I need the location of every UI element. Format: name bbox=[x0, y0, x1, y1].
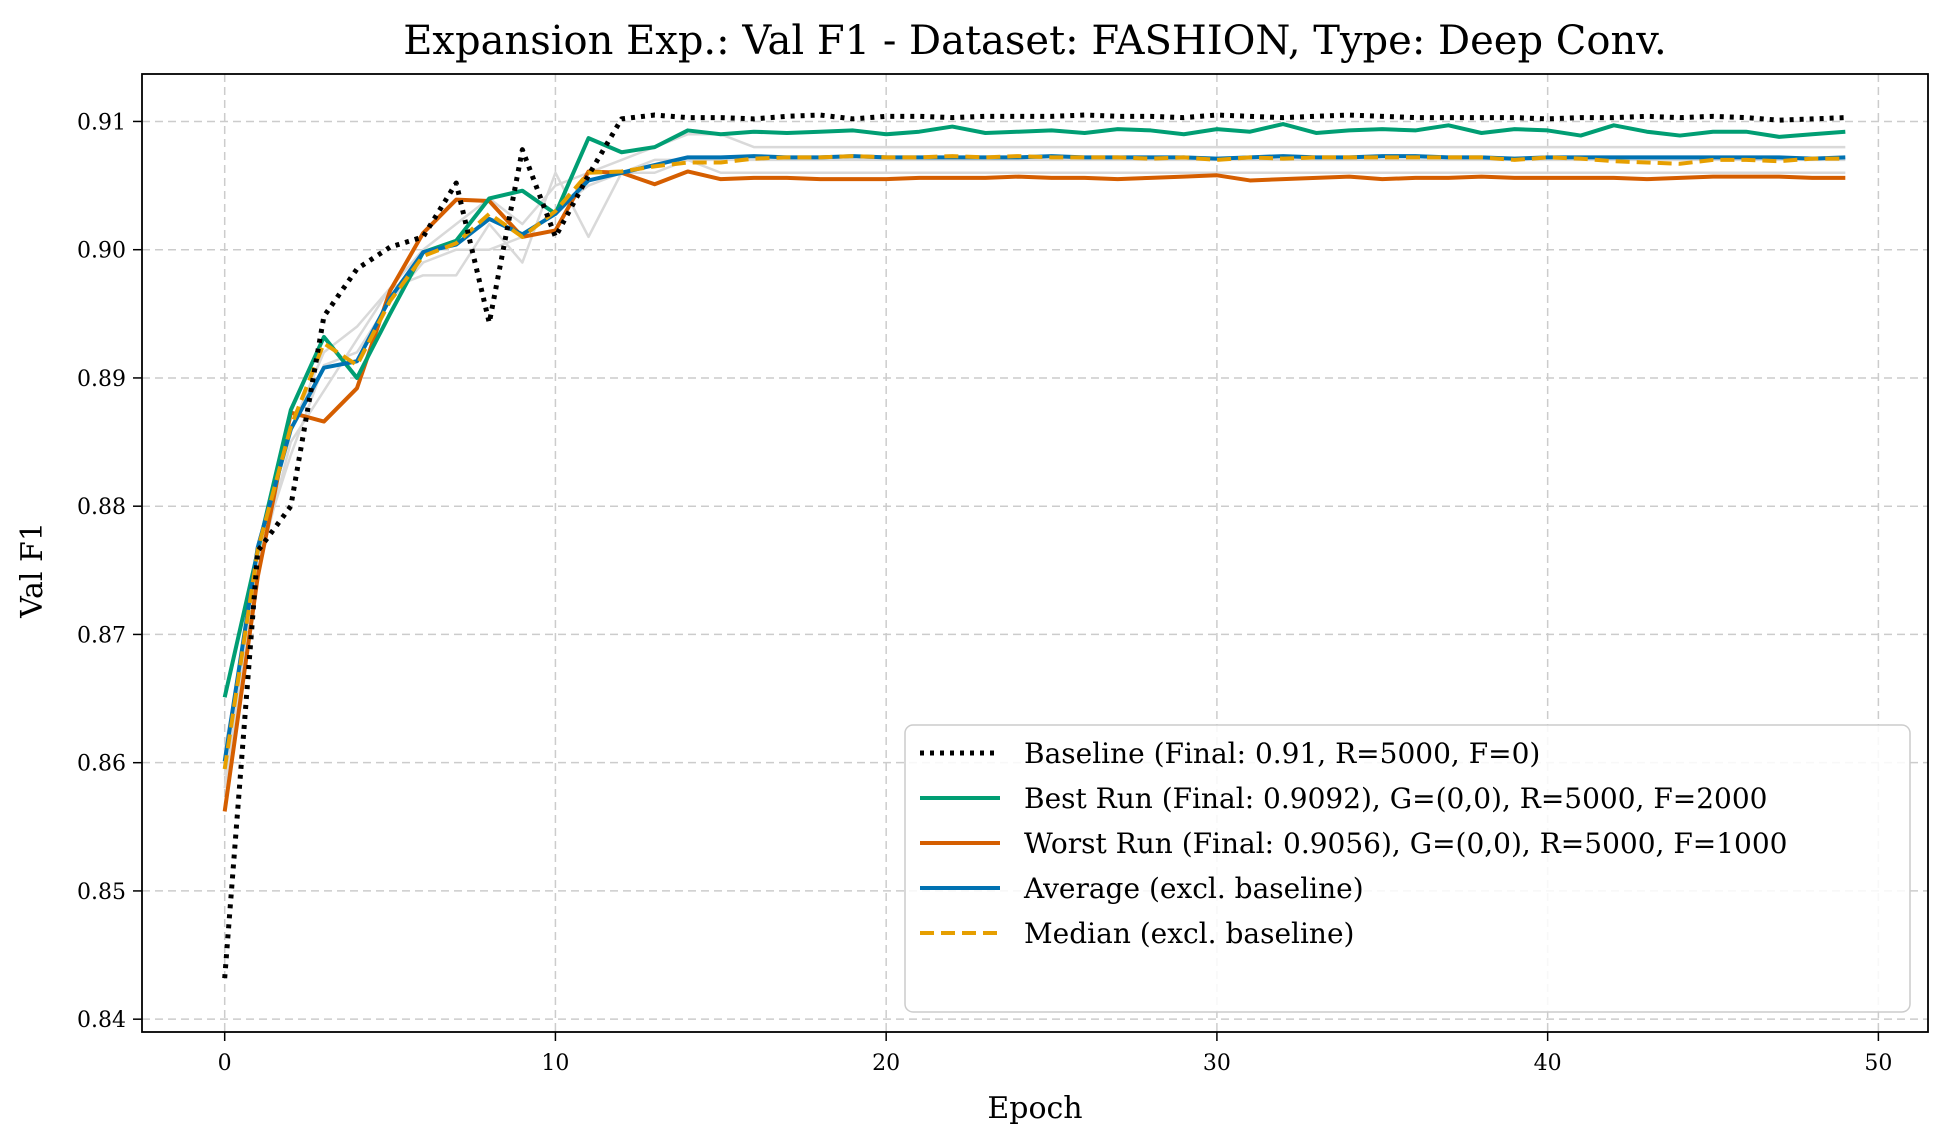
x-tick-label: 20 bbox=[872, 1051, 900, 1076]
plot-frame bbox=[141, 73, 1929, 1033]
y-tick-label: 0.90 bbox=[77, 239, 126, 264]
series-line bbox=[222, 154, 1846, 770]
series-line bbox=[222, 169, 1846, 812]
y-axis-label: Val F1 bbox=[15, 522, 50, 619]
legend-label: Average (excl. baseline) bbox=[1023, 872, 1364, 905]
x-tick-label: 40 bbox=[1534, 1051, 1562, 1076]
legend-label: Baseline (Final: 0.91, R=5000, F=0) bbox=[1024, 737, 1540, 770]
y-tick-label: 0.91 bbox=[77, 110, 126, 135]
legend-label: Best Run (Final: 0.9092), G=(0,0), R=500… bbox=[1024, 782, 1768, 815]
x-tick-label: 0 bbox=[218, 1051, 232, 1076]
y-tick-label: 0.88 bbox=[77, 495, 126, 520]
background-run-line bbox=[223, 158, 1846, 789]
legend-box bbox=[904, 724, 1911, 1013]
x-tick-label: 30 bbox=[1203, 1051, 1231, 1076]
legend-items: Baseline (Final: 0.91, R=5000, F=0) Best … bbox=[920, 737, 1787, 950]
y-tick-label: 0.87 bbox=[77, 623, 126, 648]
y-tick-label: 0.84 bbox=[77, 1008, 126, 1033]
background-run-line bbox=[223, 158, 1846, 751]
legend: Baseline (Final: 0.91, R=5000, F=0) Best … bbox=[904, 724, 1911, 1013]
axis-ticks: 0 10 20 30 40 50 0.84 0.85 0.86 0.87 0.88 0.89 0.90 0… bbox=[77, 110, 1892, 1076]
series-line bbox=[222, 154, 1846, 762]
x-tick-label: 10 bbox=[541, 1051, 569, 1076]
chart-title: Expansion Exp.: Val F1 - Dataset: FASHIO… bbox=[403, 18, 1667, 64]
series-lines bbox=[222, 112, 1846, 979]
y-tick-label: 0.86 bbox=[77, 752, 126, 777]
background-run-line bbox=[223, 133, 1846, 776]
legend-label: Median (excl. baseline) bbox=[1024, 917, 1354, 950]
legend-label: Worst Run (Final: 0.9056), G=(0,0), R=50… bbox=[1024, 827, 1787, 860]
x-tick-label: 50 bbox=[1864, 1051, 1892, 1076]
series-line bbox=[222, 122, 1846, 698]
y-tick-label: 0.85 bbox=[77, 880, 126, 905]
y-tick-label: 0.89 bbox=[77, 367, 126, 392]
x-axis-label: Epoch bbox=[987, 1091, 1082, 1126]
